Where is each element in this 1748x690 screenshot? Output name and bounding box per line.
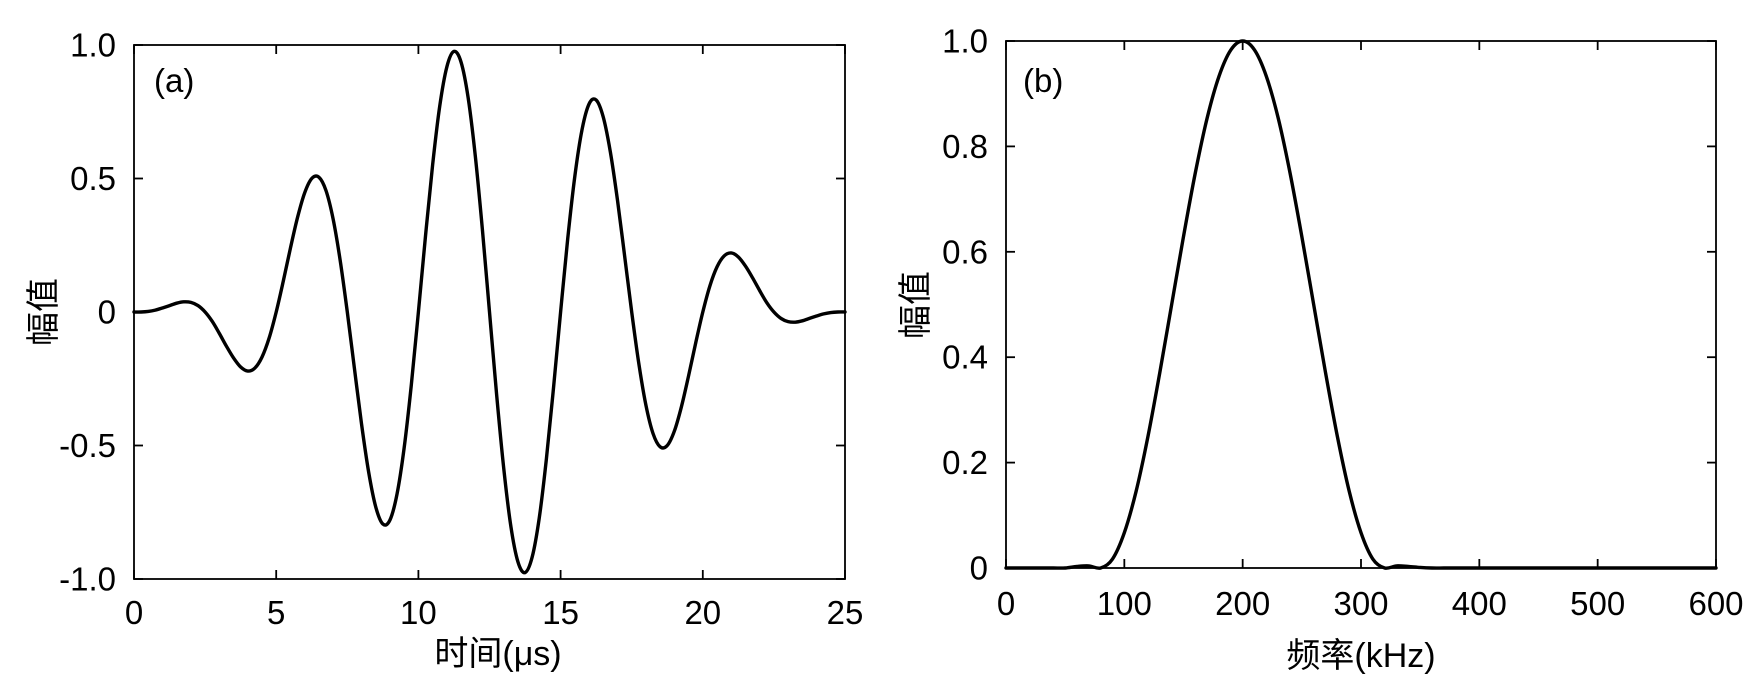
x-tick-label: 0 xyxy=(125,594,143,631)
x-tick-label: 200 xyxy=(1215,585,1270,622)
x-tick-label: 5 xyxy=(267,594,285,631)
x-tick-label: 25 xyxy=(827,594,864,631)
x-tick-label: 500 xyxy=(1570,585,1625,622)
y-tick-label: 0.2 xyxy=(942,444,988,481)
x-tick-label: 10 xyxy=(400,594,437,631)
y-tick-label: 0 xyxy=(98,294,116,331)
y-axis-label: 幅值 xyxy=(25,278,63,346)
axes-box xyxy=(1005,40,1717,569)
x-axis-label: 时间(μs) xyxy=(434,635,561,673)
y-tick-label: 1.0 xyxy=(70,27,116,64)
x-tick-label: 15 xyxy=(542,594,579,631)
y-tick-label: 0.6 xyxy=(942,233,988,270)
x-tick-label: 20 xyxy=(684,594,721,631)
panel-label: (a) xyxy=(154,62,194,99)
x-tick-label: 0 xyxy=(997,585,1015,622)
y-axis-label: 幅值 xyxy=(897,271,935,339)
panel-a: 0 5 10 15 20 25 -1.0 -0.5 0 0.5 1.0 时间(μs) 幅值 (a) xyxy=(25,27,863,674)
panel-b: 0 100 200 300 400 500 600 0 0.2 0.4 0.6 0.8 1.0 频率(kH… xyxy=(897,23,1744,676)
y-tick-label: 0 xyxy=(970,550,988,587)
x-tick-label: 600 xyxy=(1688,585,1743,622)
panel-label: (b) xyxy=(1023,62,1063,99)
x-tick-label: 400 xyxy=(1452,585,1507,622)
x-axis-label: 频率(kHz) xyxy=(1286,637,1435,675)
series-line xyxy=(132,49,847,575)
x-tick-label: 100 xyxy=(1097,585,1152,622)
y-tick-label: 0.5 xyxy=(70,160,116,197)
series-line xyxy=(1004,39,1718,570)
y-tick-label: 0.4 xyxy=(942,339,988,376)
y-tick-label: -0.5 xyxy=(59,427,116,464)
y-tick-label: 1.0 xyxy=(942,23,988,60)
x-tick-label: 300 xyxy=(1333,585,1388,622)
y-tick-label: -1.0 xyxy=(59,561,116,598)
y-tick-label: 0.8 xyxy=(942,128,988,165)
